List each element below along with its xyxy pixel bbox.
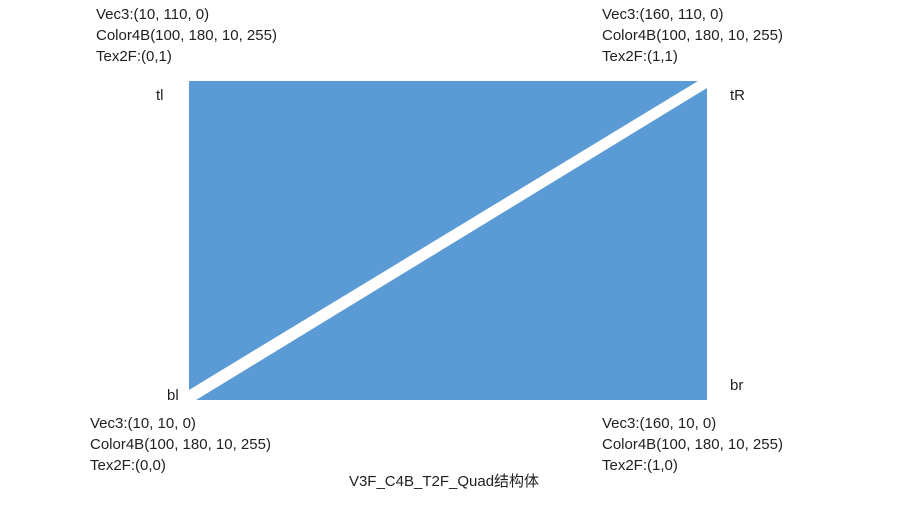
br-vec3: Vec3:(160, 10, 0) [602, 415, 717, 432]
tl-vertex-info: Vec3:(10, 110, 0) Color4B(100, 180, 10, … [96, 4, 277, 67]
tr-vertex-info: Vec3:(160, 110, 0) Color4B(100, 180, 10,… [602, 4, 783, 67]
tl-corner-label: tl [156, 87, 164, 104]
diagram-caption: V3F_C4B_T2F_Quad结构体 [348, 473, 540, 490]
bl-color4b: Color4B(100, 180, 10, 255) [90, 436, 271, 453]
tl-tex2f: Tex2F:(0,1) [96, 48, 172, 65]
upper-triangle [189, 81, 698, 390]
bl-vertex-info: Vec3:(10, 10, 0) Color4B(100, 180, 10, 2… [90, 413, 271, 476]
tl-color4b: Color4B(100, 180, 10, 255) [96, 27, 277, 44]
bl-vec3: Vec3:(10, 10, 0) [90, 415, 196, 432]
bl-corner-label: bl [167, 387, 179, 404]
tl-vec3: Vec3:(10, 110, 0) [96, 6, 210, 23]
tr-tex2f: Tex2F:(1,1) [602, 48, 678, 65]
tr-vec3: Vec3:(160, 110, 0) [602, 6, 724, 23]
br-vertex-info: Vec3:(160, 10, 0) Color4B(100, 180, 10, … [602, 413, 783, 476]
bl-tex2f: Tex2F:(0,0) [90, 457, 166, 474]
tr-color4b: Color4B(100, 180, 10, 255) [602, 27, 783, 44]
br-corner-label: br [730, 377, 744, 394]
br-color4b: Color4B(100, 180, 10, 255) [602, 436, 783, 453]
tr-corner-label: tR [730, 87, 745, 104]
lower-triangle [196, 88, 707, 400]
br-tex2f: Tex2F:(1,0) [602, 457, 678, 474]
